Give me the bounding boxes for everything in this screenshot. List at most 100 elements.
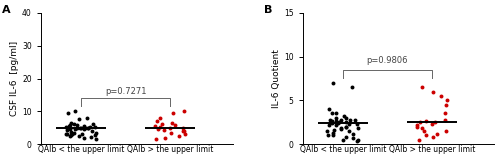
Point <box>328 112 336 115</box>
Point <box>172 124 179 126</box>
Point <box>73 126 81 129</box>
Point <box>346 118 354 121</box>
Point <box>153 120 161 122</box>
Point <box>428 123 436 125</box>
Point <box>442 130 450 132</box>
Point <box>70 128 78 131</box>
Point <box>80 126 88 129</box>
Point <box>342 121 350 124</box>
Point <box>63 133 71 136</box>
Point <box>442 104 450 106</box>
Point <box>324 134 332 137</box>
Point <box>342 136 349 138</box>
Point <box>354 138 362 141</box>
Point <box>428 136 436 138</box>
Point <box>180 130 188 132</box>
Point <box>344 130 352 132</box>
Point <box>353 140 361 143</box>
Text: B: B <box>264 5 272 15</box>
Point <box>334 122 342 124</box>
Point <box>152 138 160 140</box>
Point <box>86 126 94 128</box>
Point <box>166 126 174 129</box>
Point <box>84 127 92 130</box>
Point <box>437 95 445 97</box>
Point <box>64 112 72 114</box>
Point <box>443 99 451 102</box>
Point <box>415 138 423 141</box>
Point <box>92 126 100 128</box>
Point <box>329 82 337 84</box>
Point <box>328 120 336 123</box>
Point <box>66 130 74 133</box>
Point <box>80 126 88 129</box>
Point <box>339 138 347 141</box>
Point <box>348 137 356 139</box>
Point <box>354 127 362 130</box>
Point <box>158 123 166 126</box>
Point <box>440 112 448 115</box>
Y-axis label: CSF IL-6  [pg/ml]: CSF IL-6 [pg/ml] <box>10 41 19 116</box>
Point <box>328 122 336 124</box>
Point <box>92 131 100 134</box>
Point <box>182 133 190 136</box>
Point <box>334 121 342 124</box>
Point <box>332 112 340 115</box>
Point <box>88 130 96 132</box>
Point <box>88 123 96 126</box>
Point <box>92 138 100 140</box>
Point <box>338 127 345 130</box>
Point <box>180 110 188 112</box>
Point <box>154 128 162 131</box>
Point <box>70 132 78 135</box>
Point <box>342 125 350 128</box>
Point <box>346 123 354 125</box>
Point <box>348 86 356 88</box>
Point <box>441 118 449 121</box>
Point <box>324 130 332 132</box>
Point <box>156 126 164 128</box>
Point <box>75 135 83 137</box>
Point <box>80 136 88 139</box>
Point <box>332 124 340 126</box>
Point <box>62 129 70 132</box>
Point <box>337 128 345 130</box>
Point <box>328 131 336 134</box>
Y-axis label: IL-6 Quotient: IL-6 Quotient <box>272 49 281 108</box>
Point <box>433 132 441 135</box>
Point <box>340 115 347 117</box>
Point <box>175 135 183 137</box>
Point <box>68 121 76 124</box>
Point <box>156 116 164 119</box>
Point <box>67 134 75 136</box>
Point <box>422 120 430 123</box>
Point <box>92 134 100 136</box>
Point <box>167 131 175 134</box>
Point <box>66 135 74 137</box>
Point <box>418 86 426 88</box>
Point <box>66 128 74 131</box>
Point <box>416 121 424 124</box>
Point <box>350 119 358 122</box>
Point <box>325 108 333 110</box>
Point <box>62 133 70 136</box>
Point <box>78 133 86 136</box>
Point <box>430 90 438 93</box>
Point <box>418 127 426 130</box>
Point <box>342 116 350 119</box>
Text: A: A <box>2 5 11 15</box>
Point <box>327 121 335 124</box>
Point <box>75 118 83 121</box>
Point <box>76 127 84 130</box>
Point <box>78 126 86 129</box>
Point <box>420 130 428 132</box>
Point <box>422 134 430 137</box>
Point <box>160 136 168 139</box>
Point <box>336 118 344 121</box>
Point <box>180 130 188 132</box>
Point <box>328 134 336 137</box>
Point <box>350 132 358 135</box>
Point <box>151 125 159 127</box>
Point <box>353 123 361 125</box>
Point <box>87 136 95 138</box>
